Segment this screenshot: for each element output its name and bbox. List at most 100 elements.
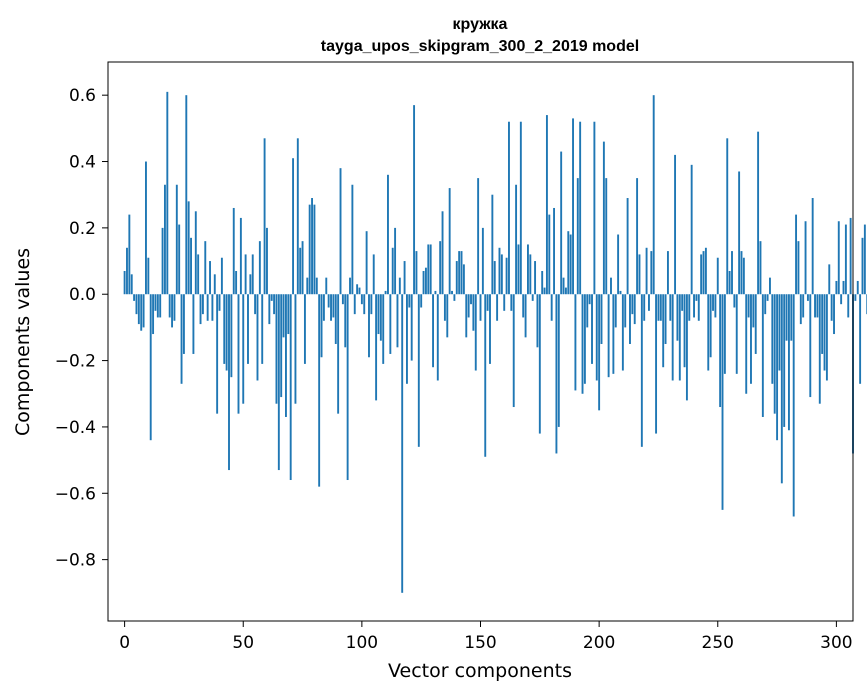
y-axis-ticks: 0.6 0.4 0.2 0.0 −0.2 −0.4 −0.6 −0.8: [55, 86, 108, 571]
bar-244: [702, 251, 705, 295]
bar-283: [795, 214, 798, 295]
bar-16: [161, 227, 164, 295]
bar-81: [315, 277, 318, 295]
bar-80: [313, 204, 316, 295]
bar-88: [332, 294, 335, 318]
bar-180: [550, 294, 553, 321]
bar-162: [508, 121, 510, 295]
y-tick-label: −0.8: [55, 551, 96, 571]
y-tick-label: 0.0: [69, 285, 96, 305]
bar-226: [659, 294, 662, 321]
bar-108: [379, 294, 382, 341]
bar-264: [750, 294, 752, 384]
bar-192: [579, 121, 582, 295]
bar-271: [766, 294, 769, 301]
bar-229: [666, 251, 669, 295]
bar-141: [458, 251, 461, 295]
bar-142: [460, 251, 463, 295]
bar-276: [778, 294, 781, 371]
bar-209: [619, 290, 622, 295]
bar-300: [835, 280, 838, 295]
bar-63: [273, 294, 276, 315]
bar-0: [123, 271, 126, 295]
bar-122: [413, 105, 416, 295]
bar-3: [130, 274, 133, 295]
bar-158: [498, 247, 501, 295]
bar-288: [806, 294, 809, 301]
bar-201: [600, 294, 603, 344]
bar-20: [171, 294, 174, 328]
bar-205: [610, 277, 612, 295]
bar-135: [443, 294, 446, 321]
bar-237: [685, 294, 688, 401]
bar-171: [529, 254, 532, 295]
bar-254: [726, 138, 729, 295]
bar-56: [256, 294, 259, 381]
bar-26: [185, 95, 188, 295]
bar-103: [368, 294, 370, 358]
bar-9: [145, 161, 147, 295]
bar-234: [678, 294, 681, 381]
bar-59: [263, 138, 266, 295]
bar-173: [534, 261, 537, 295]
bar-204: [607, 294, 610, 378]
bar-49: [239, 217, 242, 295]
bar-255: [728, 271, 731, 295]
bar-175: [538, 294, 541, 434]
bar-266: [754, 294, 757, 354]
bar-42: [223, 294, 226, 364]
bar-54: [251, 254, 254, 295]
bar-228: [664, 294, 667, 344]
bar-128: [427, 244, 430, 295]
bar-251: [719, 294, 722, 408]
bar-262: [745, 294, 748, 394]
bar-207: [614, 294, 617, 328]
bar-130: [432, 294, 434, 368]
bar-208: [617, 234, 620, 295]
bar-223: [652, 95, 655, 295]
bar-260: [740, 251, 743, 295]
bar-45: [230, 294, 233, 378]
bar-224: [655, 294, 658, 434]
bar-310: [859, 294, 862, 384]
bar-150: [479, 294, 482, 321]
bar-36: [209, 261, 211, 295]
bar-249: [714, 294, 717, 318]
bar-2: [128, 214, 131, 295]
bar-274: [773, 294, 776, 414]
bar-225: [657, 294, 660, 321]
bar-261: [742, 257, 745, 295]
bar-263: [747, 294, 750, 318]
bar-278: [783, 294, 786, 427]
bar-257: [733, 294, 736, 308]
bar-107: [377, 294, 380, 335]
bar-235: [681, 294, 684, 311]
bar-55: [254, 294, 257, 315]
bar-13: [154, 294, 157, 311]
bar-37: [211, 294, 214, 321]
bar-298: [830, 294, 833, 321]
bar-303: [842, 280, 845, 295]
bar-5: [135, 294, 138, 315]
bar-92: [341, 294, 344, 305]
bar-139: [453, 294, 456, 301]
bar-140: [455, 261, 458, 295]
bar-227: [662, 294, 665, 368]
bar-181: [553, 207, 555, 295]
bar-213: [629, 294, 631, 344]
bar-39: [216, 294, 219, 414]
bar-27: [187, 201, 190, 295]
bar-176: [541, 271, 544, 295]
bar-98: [356, 284, 359, 295]
bar-190: [574, 294, 577, 391]
bar-286: [802, 294, 805, 318]
bar-178: [545, 115, 548, 295]
bar-270: [764, 294, 767, 315]
bar-6: [137, 294, 140, 325]
bar-291: [814, 294, 816, 318]
bar-215: [633, 294, 636, 325]
bar-233: [676, 294, 679, 341]
bar-65: [277, 294, 280, 471]
bar-290: [811, 198, 814, 295]
